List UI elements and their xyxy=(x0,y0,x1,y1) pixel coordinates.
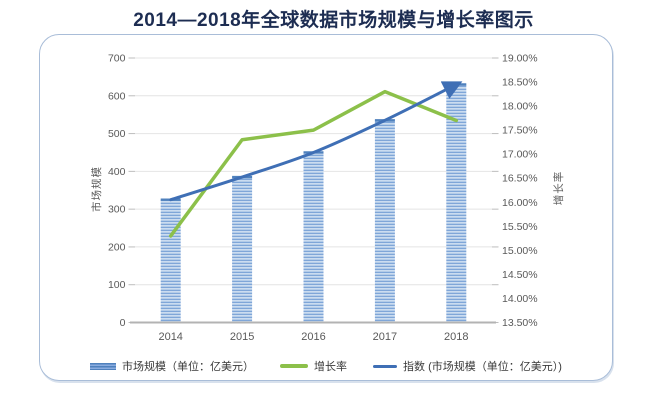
right-axis-ticks: 19.00% 18.50% 18.00% 17.50% 17.00% 16.50% 16.0… xyxy=(502,53,538,330)
left-axis-ticks: 0 100 200 300 400 500 600 700 xyxy=(108,53,126,330)
index-trend-line xyxy=(169,81,463,202)
svg-text:200: 200 xyxy=(108,241,126,253)
svg-text:300: 300 xyxy=(108,204,126,216)
blue-line-swatch-icon xyxy=(373,364,398,368)
legend-label-index: 指数 (市场规模（单位：亿美元）) xyxy=(403,361,562,373)
bar-series-swatch-icon xyxy=(90,362,117,370)
bar xyxy=(303,152,324,322)
legend-item-index: 指数 (市场规模（单位：亿美元）) xyxy=(373,358,562,374)
svg-text:19.00%: 19.00% xyxy=(502,53,538,65)
svg-text:14.50%: 14.50% xyxy=(502,269,538,281)
svg-text:2016: 2016 xyxy=(301,331,325,343)
svg-text:600: 600 xyxy=(108,90,126,102)
legend-item-growth-rate: 增长率 xyxy=(280,358,347,374)
svg-text:17.00%: 17.00% xyxy=(502,149,538,161)
x-axis-labels: 2014 2015 2016 2017 2018 xyxy=(158,331,468,343)
bar xyxy=(446,84,467,322)
svg-text:2018: 2018 xyxy=(444,331,468,343)
bar xyxy=(160,199,181,322)
svg-text:2014: 2014 xyxy=(158,331,182,343)
svg-text:700: 700 xyxy=(108,53,126,65)
svg-text:100: 100 xyxy=(108,279,126,291)
svg-text:13.50%: 13.50% xyxy=(502,317,538,329)
svg-text:16.00%: 16.00% xyxy=(502,197,538,209)
svg-text:15.00%: 15.00% xyxy=(502,245,538,257)
bar xyxy=(232,177,253,322)
svg-text:14.00%: 14.00% xyxy=(502,293,538,305)
svg-text:2015: 2015 xyxy=(230,331,254,343)
svg-text:0: 0 xyxy=(120,317,126,329)
bar-series-market-size xyxy=(160,83,467,322)
svg-text:18.50%: 18.50% xyxy=(502,77,538,89)
legend-label-market-size: 市场规模（单位：亿美元） xyxy=(122,361,255,373)
svg-text:15.50%: 15.50% xyxy=(502,221,538,233)
svg-text:400: 400 xyxy=(108,166,126,178)
left-axis-title: 市场规模 xyxy=(90,166,103,212)
growth-rate-line xyxy=(168,89,459,238)
svg-text:18.00%: 18.00% xyxy=(502,101,538,113)
right-axis-title: 增长率 xyxy=(552,171,565,206)
chart-title: 2014—2018年全球数据市场规模与增长率图示 xyxy=(133,10,534,31)
svg-text:16.50%: 16.50% xyxy=(502,173,538,185)
svg-text:500: 500 xyxy=(108,128,126,140)
bar xyxy=(374,120,395,322)
svg-text:17.50%: 17.50% xyxy=(502,125,538,137)
green-line-swatch-icon xyxy=(280,364,309,368)
legend-item-market-size: 市场规模（单位：亿美元） xyxy=(90,358,254,374)
chart-legend: 市场规模（单位：亿美元） 增长率 指数 (市场规模（单位：亿美元）) xyxy=(39,358,613,374)
legend-label-growth-rate: 增长率 xyxy=(314,361,348,373)
svg-text:2017: 2017 xyxy=(373,331,397,343)
